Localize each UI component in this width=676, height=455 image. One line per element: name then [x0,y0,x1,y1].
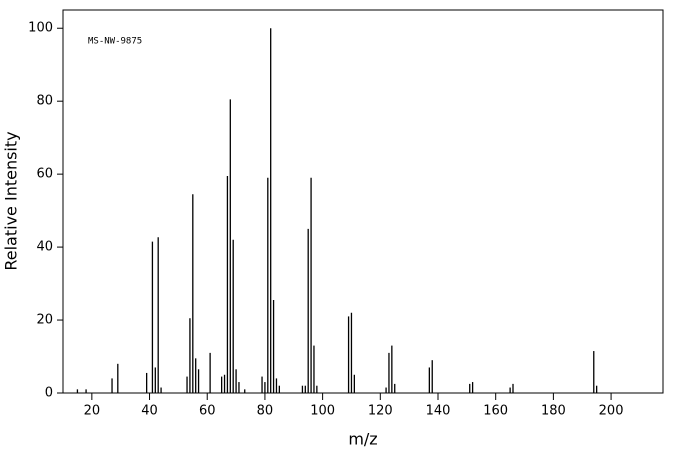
x-tick-label: 180 [541,404,566,419]
x-tick-label: 40 [141,404,158,419]
y-tick-label: 20 [36,313,53,328]
annotation: MS-NW-9875 [88,37,142,47]
x-tick-label: 140 [426,404,451,419]
x-tick-label: 160 [483,404,508,419]
x-tick-label: 120 [368,404,393,419]
x-tick-label: 20 [84,404,101,419]
x-tick-label: 200 [599,404,624,419]
y-tick-label: 80 [36,94,53,109]
y-tick-label: 100 [28,21,53,36]
x-tick-label: 60 [199,404,216,419]
x-tick-label: 100 [310,404,335,419]
plot-frame [62,9,664,394]
x-axis-label: m/z [348,430,377,449]
y-axis-label: Relative Intensity [2,131,21,270]
y-tick-label: 60 [36,167,53,182]
x-tick-label: 80 [257,404,274,419]
y-tick-label: 40 [36,240,53,255]
y-tick-label: 0 [45,386,53,401]
